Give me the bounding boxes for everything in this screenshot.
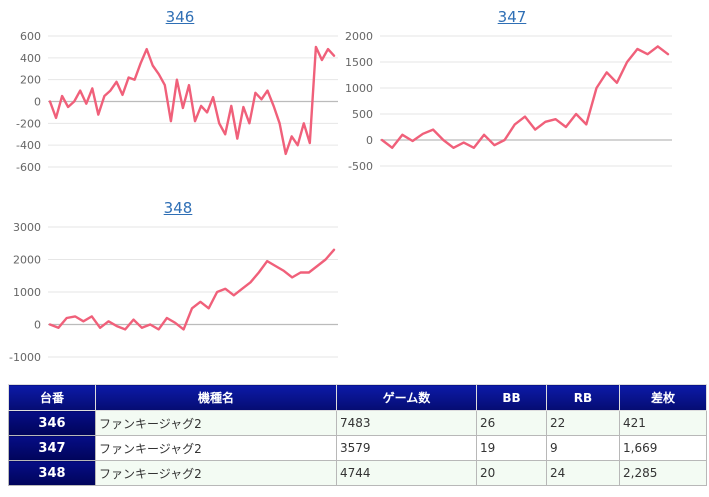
y-tick-label: 1000 bbox=[345, 82, 373, 95]
machine-number-cell: 348 bbox=[8, 460, 96, 486]
machine-data-table: 台番 機種名 ゲーム数 BB RB 差枚 346 ファンキージャグ2 7483 … bbox=[8, 384, 707, 486]
model-name-cell: ファンキージャグ2 bbox=[95, 410, 337, 436]
machine-number-cell: 347 bbox=[8, 435, 96, 461]
table-header-row: 台番 機種名 ゲーム数 BB RB 差枚 bbox=[8, 384, 707, 411]
y-tick-label: 400 bbox=[20, 52, 41, 65]
table-row: 348 ファンキージャグ2 4744 20 24 2,285 bbox=[8, 460, 707, 486]
machine-number-cell: 346 bbox=[8, 410, 96, 436]
header-model-name: 機種名 bbox=[95, 384, 337, 411]
y-tick-label: -600 bbox=[16, 161, 41, 174]
y-tick-label: 0 bbox=[34, 319, 41, 332]
series-line bbox=[48, 45, 336, 156]
chart-348-title-link[interactable]: 348 bbox=[163, 199, 193, 217]
game-count-cell: 7483 bbox=[336, 410, 477, 436]
series-line bbox=[48, 248, 336, 331]
rb-cell: 22 bbox=[546, 410, 620, 436]
y-tick-label: -500 bbox=[348, 160, 373, 173]
chart-346: 600 400 200 0 -200 -400 -600 bbox=[16, 30, 338, 174]
y-tick-label: -200 bbox=[16, 117, 41, 130]
y-tick-label: 1500 bbox=[345, 56, 373, 69]
table-row: 347 ファンキージャグ2 3579 19 9 1,669 bbox=[8, 435, 707, 461]
header-game-count: ゲーム数 bbox=[336, 384, 477, 411]
header-bb: BB bbox=[476, 384, 547, 411]
chart-348: 3000 2000 1000 0 -1000 bbox=[9, 221, 338, 364]
chart-346-title-link[interactable]: 346 bbox=[165, 8, 195, 26]
y-tick-label: 2000 bbox=[345, 30, 373, 43]
model-name-cell: ファンキージャグ2 bbox=[95, 460, 337, 486]
y-tick-label: 200 bbox=[20, 74, 41, 87]
model-name-cell: ファンキージャグ2 bbox=[95, 435, 337, 461]
rb-cell: 9 bbox=[546, 435, 620, 461]
game-count-cell: 4744 bbox=[336, 460, 477, 486]
bb-cell: 20 bbox=[476, 460, 547, 486]
y-tick-label: 600 bbox=[20, 30, 41, 43]
y-tick-label: 2000 bbox=[13, 254, 41, 267]
bb-cell: 19 bbox=[476, 435, 547, 461]
difference-cell: 421 bbox=[619, 410, 707, 436]
header-rb: RB bbox=[546, 384, 620, 411]
difference-cell: 2,285 bbox=[619, 460, 707, 486]
chart-347-title-link[interactable]: 347 bbox=[497, 8, 527, 26]
header-machine-number: 台番 bbox=[8, 384, 96, 411]
y-tick-label: -1000 bbox=[9, 351, 41, 364]
series-line bbox=[380, 45, 670, 150]
header-difference: 差枚 bbox=[619, 384, 707, 411]
difference-cell: 1,669 bbox=[619, 435, 707, 461]
y-tick-label: 1000 bbox=[13, 286, 41, 299]
y-tick-label: 500 bbox=[352, 108, 373, 121]
y-tick-label: -400 bbox=[16, 139, 41, 152]
rb-cell: 24 bbox=[546, 460, 620, 486]
y-tick-label: 0 bbox=[34, 96, 41, 109]
y-tick-label: 3000 bbox=[13, 221, 41, 234]
chart-347: 2000 1500 1000 500 0 -500 bbox=[345, 30, 672, 173]
bb-cell: 26 bbox=[476, 410, 547, 436]
game-count-cell: 3579 bbox=[336, 435, 477, 461]
y-tick-label: 0 bbox=[366, 134, 373, 147]
table-row: 346 ファンキージャグ2 7483 26 22 421 bbox=[8, 410, 707, 436]
